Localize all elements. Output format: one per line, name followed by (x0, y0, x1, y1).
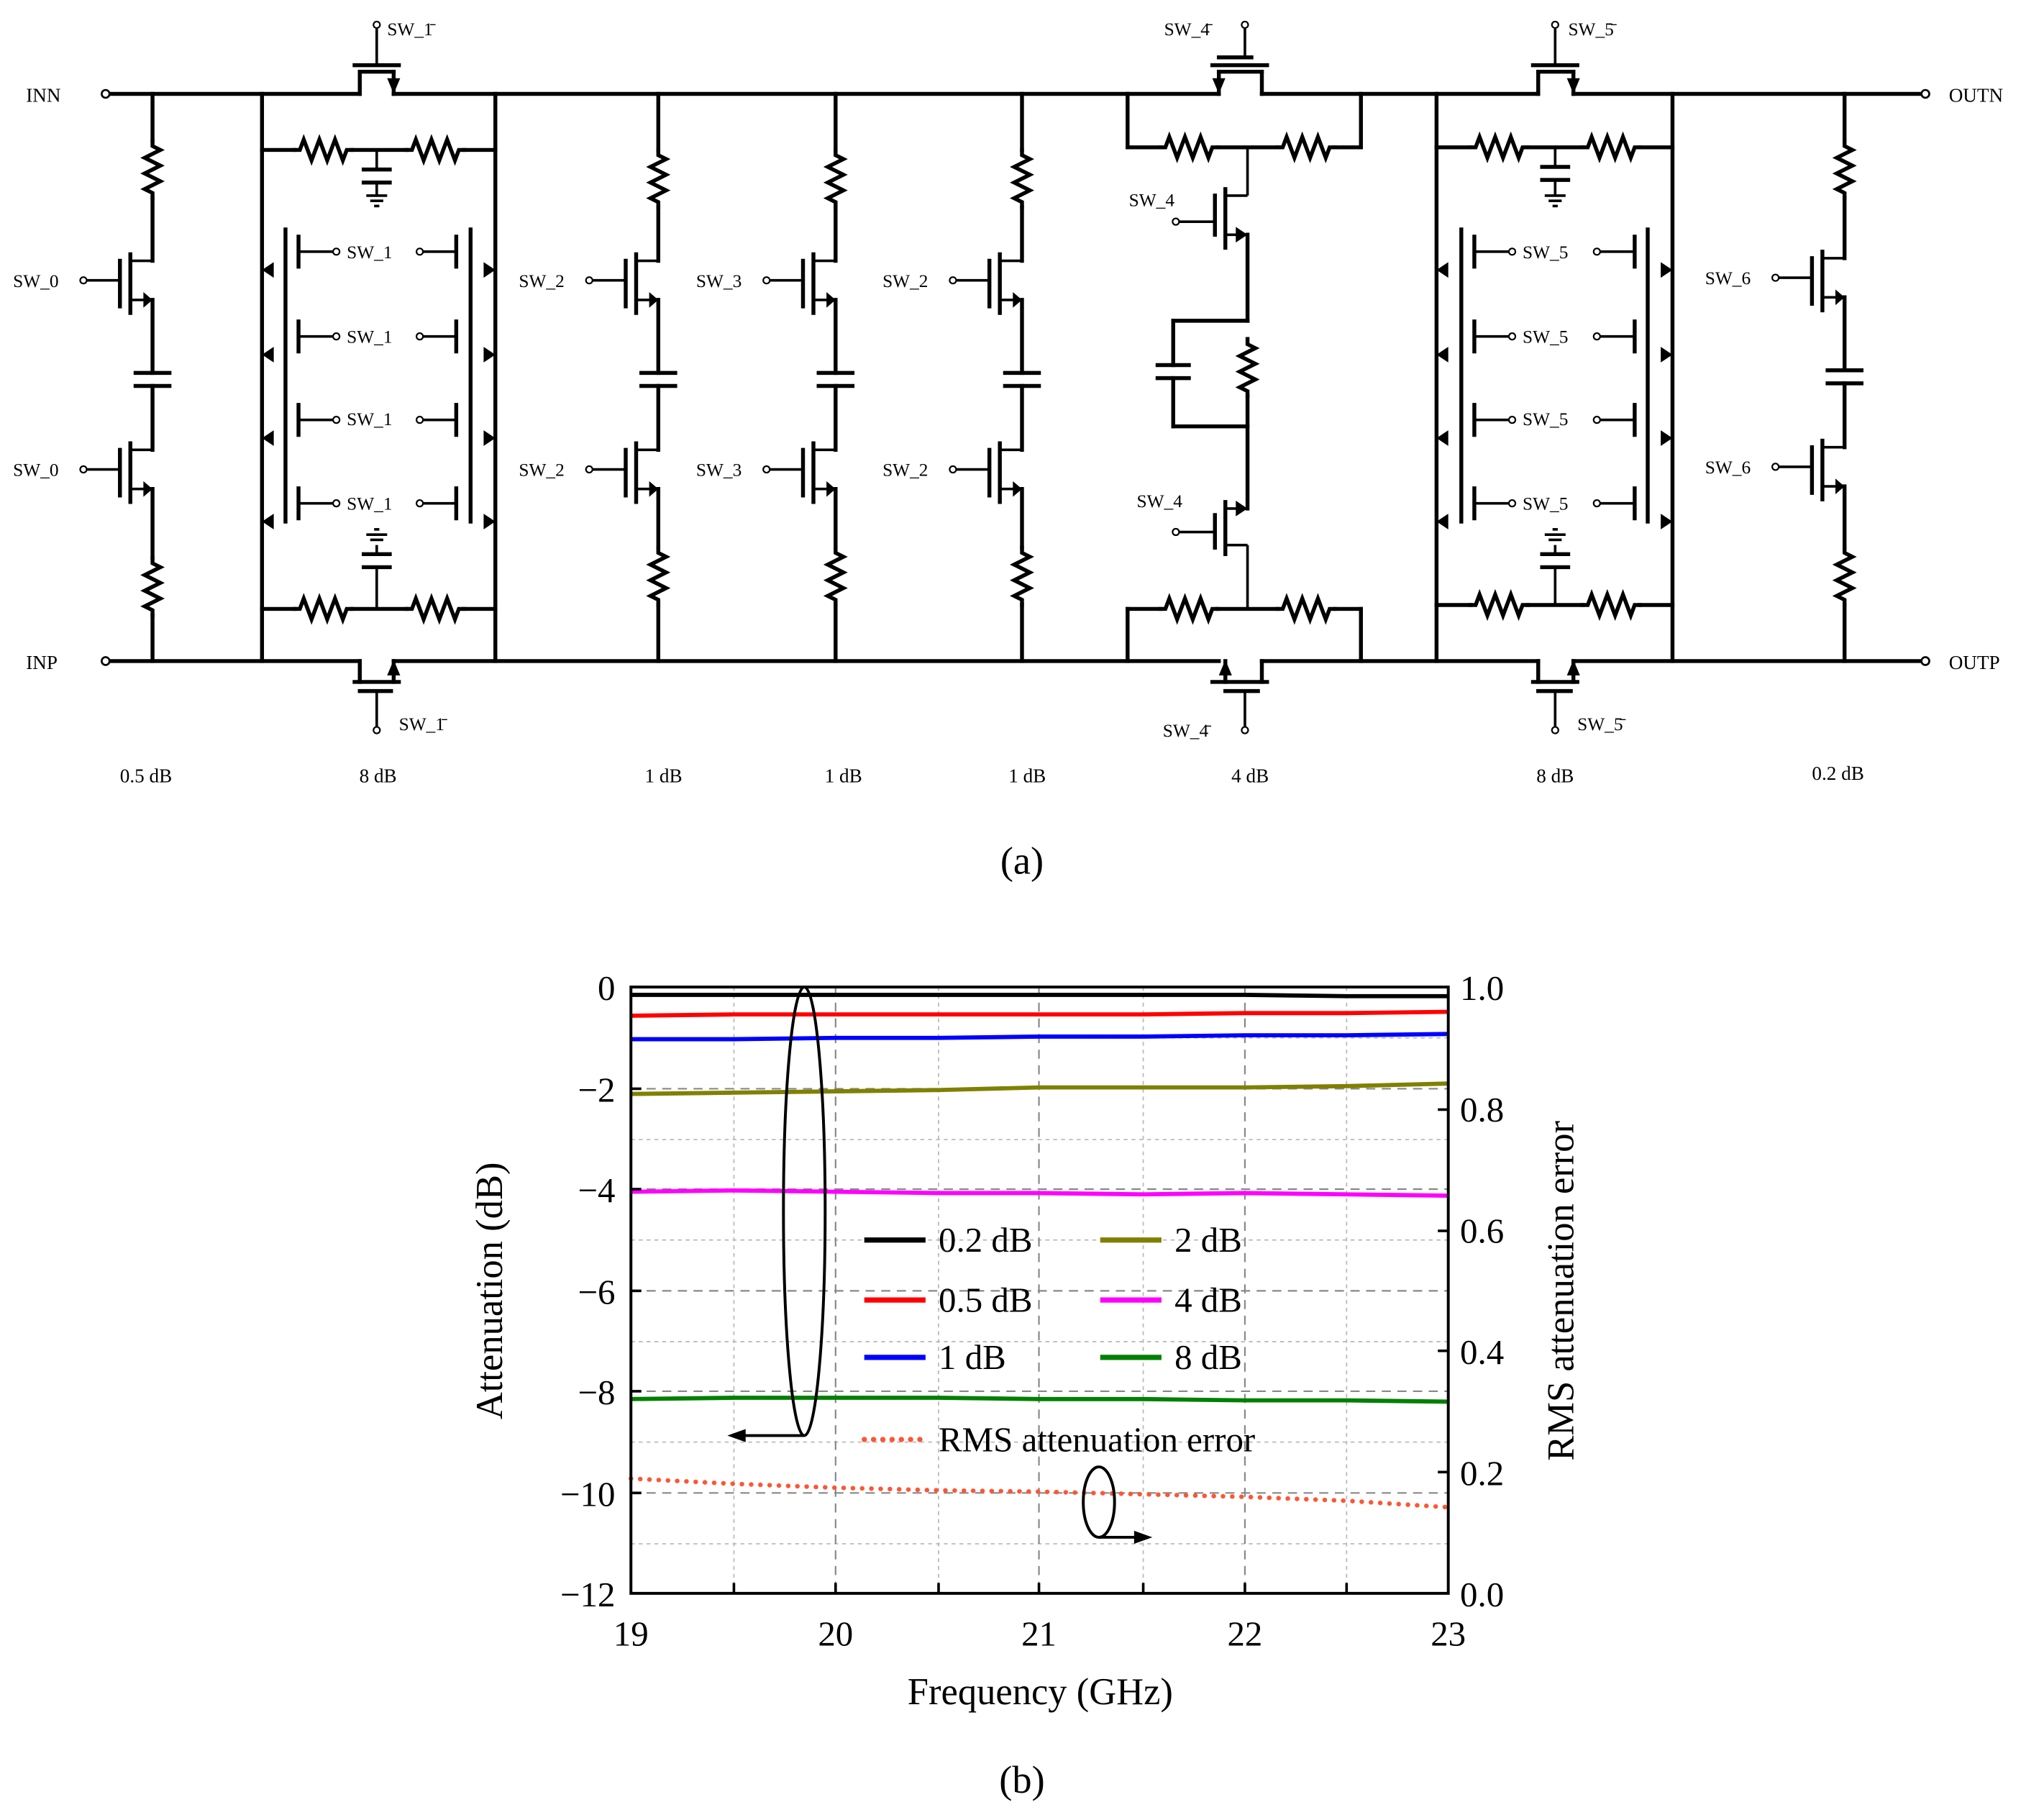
legend-0p5db: 0.5 dB (939, 1280, 1032, 1319)
sw4-label-1: SW_4 (1129, 190, 1175, 210)
sw6-label-1: SW_6 (1705, 268, 1751, 288)
stage-8db-right: SW_5̄ (1434, 19, 1675, 734)
series-2db (631, 1081, 1448, 1096)
sw5-label-2: SW_5 (1523, 327, 1568, 347)
xtick-2: 21 (1021, 1614, 1057, 1653)
panel-a-caption: (a) (1000, 839, 1044, 882)
stage-label-4db: 4 dB (1231, 765, 1269, 787)
xtick-3: 22 (1227, 1614, 1262, 1653)
stage-0p5db: SW_0 SW_0 (13, 91, 172, 663)
stage-label-1db-3: 1 dB (1008, 765, 1046, 787)
ytick-4: −8 (578, 1373, 615, 1412)
outp-label: OUTP (1949, 652, 2000, 673)
series-0p2db (631, 993, 1448, 999)
sw1-label-3: SW_1 (347, 409, 392, 429)
legend: 0.2 dB 0.5 dB 1 dB 2 dB 4 dB 8 dB RMS at… (862, 1220, 1255, 1459)
sw5-label-3: SW_5 (1523, 409, 1568, 429)
series-rms-error (629, 1476, 1451, 1510)
sw2-label-4: SW_2 (882, 460, 928, 481)
sw5b-label-bottom: SW_5̄ (1577, 714, 1625, 734)
sw1-label-2: SW_1 (347, 327, 392, 347)
stage-label-0p2db: 0.2 dB (1812, 763, 1863, 784)
legend-rms: RMS attenuation error (939, 1419, 1255, 1459)
stage-1db-c: SW_2 SW_2 (882, 91, 1041, 663)
ytick-3: −6 (578, 1273, 615, 1312)
stage-8db-left: SW_1̄ SW_1 SW_1 SW_1 SW_1 (260, 19, 498, 734)
y2tick-1: 0.8 (1460, 1090, 1504, 1129)
legend-8db: 8 dB (1174, 1337, 1242, 1377)
ytick-6: −12 (560, 1575, 616, 1614)
inn-label: INN (26, 84, 60, 106)
series-4db (631, 1188, 1448, 1198)
legend-2db: 2 dB (1174, 1220, 1242, 1260)
series-1db (631, 1032, 1448, 1042)
sw3-label-2: SW_3 (696, 460, 742, 481)
outp-port (1920, 656, 1930, 666)
sw4b-label-bottom: SW_4̄ (1163, 721, 1211, 741)
stage-label-1db-2: 1 dB (825, 765, 862, 787)
outn-label: OUTN (1949, 84, 2003, 106)
sw2-label-2: SW_2 (519, 460, 564, 481)
legend-1db: 1 dB (939, 1337, 1006, 1377)
legend-4db: 4 dB (1174, 1280, 1242, 1319)
sw5-label-1: SW_5 (1523, 242, 1568, 263)
stage-label-8db-2: 8 dB (1536, 765, 1574, 787)
ytick-2: −4 (578, 1170, 615, 1210)
inp-port (101, 656, 111, 666)
stage-1db-b: SW_3 SW_3 (696, 91, 855, 663)
stage-0p2db: SW_6 SW_6 (1705, 91, 1863, 663)
sw4-label-2: SW_4 (1137, 491, 1183, 511)
legend-0p2db: 0.2 dB (939, 1220, 1032, 1260)
sw1-transistor-stack (283, 227, 473, 524)
outn-port (1920, 88, 1930, 99)
left-axis-annotation (743, 986, 827, 1437)
sw3-label-1: SW_3 (696, 271, 742, 291)
series-0p5db (631, 1009, 1448, 1018)
stage-label-0p5db: 0.5 dB (120, 765, 172, 787)
y2tick-0: 1.0 (1460, 968, 1504, 1008)
series-8db (631, 1396, 1448, 1404)
sw2-label-1: SW_2 (519, 271, 564, 291)
stage-label-1db-1: 1 dB (645, 765, 683, 787)
y2tick-3: 0.4 (1460, 1332, 1504, 1372)
stage-4db: SW_4̄ SW_4 SW_4 (1126, 19, 1363, 741)
ytick-1: −2 (578, 1070, 615, 1110)
xtick-0: 19 (613, 1614, 649, 1653)
sw1-label-1: SW_1 (347, 242, 392, 263)
left-arrow-icon (727, 1429, 746, 1442)
xtick-4: 23 (1431, 1614, 1466, 1653)
sw0-label-2: SW_0 (13, 460, 58, 481)
sw1-label-4: SW_1 (347, 494, 392, 514)
xtick-1: 20 (818, 1614, 853, 1653)
sw0-label: SW_0 (13, 271, 58, 291)
attenuator-schematic: INN INP OUTN OUTP SW_0 (13, 19, 2003, 882)
stage-label-8db-1: 8 dB (360, 765, 397, 787)
y2tick-4: 0.2 (1460, 1453, 1504, 1493)
sw1b-label-bottom: SW_1̄ (399, 714, 447, 734)
sw1b-label-top: SW_1̄ (387, 19, 435, 40)
sw2-label-3: SW_2 (882, 271, 928, 291)
sw5b-label-top: SW_5̄ (1568, 19, 1616, 40)
y2tick-5: 0.0 (1460, 1575, 1504, 1614)
x-axis-label: Frequency (GHz) (908, 1671, 1173, 1713)
attenuation-chart: 0 −2 −4 −6 −8 −10 −12 1.0 0.8 0.6 0.4 0.… (469, 968, 1582, 1801)
inp-label: INP (26, 652, 58, 673)
sw5-label-4: SW_5 (1523, 494, 1568, 514)
panel-b-caption: (b) (999, 1758, 1044, 1801)
sw4b-label-top: SW_4̄ (1164, 19, 1213, 40)
y2-axis-label: RMS attenuation error (1541, 1120, 1582, 1460)
y-axis-label: Attenuation (dB) (469, 1163, 511, 1420)
y2tick-2: 0.6 (1460, 1211, 1504, 1250)
sw6-label-2: SW_6 (1705, 458, 1751, 478)
ytick-5: −10 (560, 1474, 616, 1514)
right-arrow-icon (1133, 1530, 1153, 1544)
inn-port (101, 88, 111, 99)
ytick-0: 0 (598, 968, 615, 1008)
right-axis-annotation (1082, 1465, 1137, 1539)
stage-1db-a: SW_2 SW_2 (519, 91, 677, 663)
